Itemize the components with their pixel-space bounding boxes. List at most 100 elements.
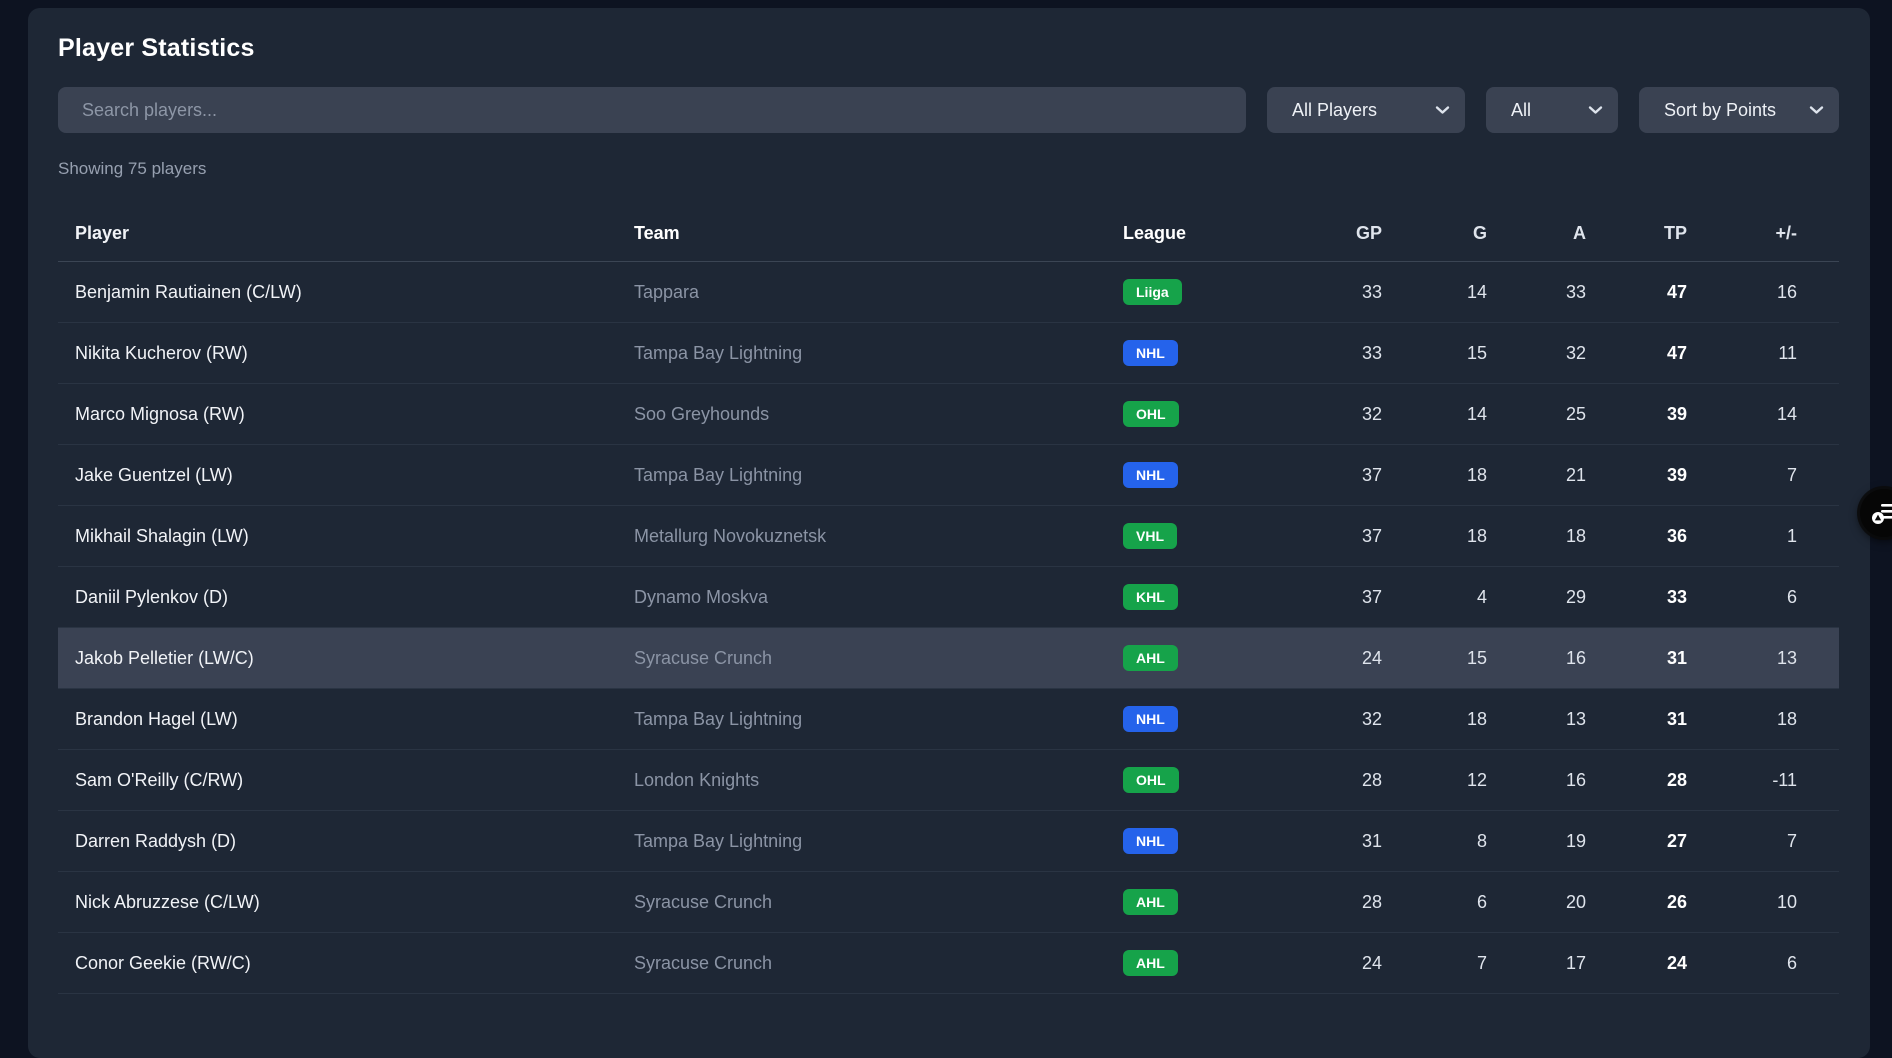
team-filter-dropdown[interactable]: All Players	[1267, 87, 1465, 133]
g-value: 7	[1476, 952, 1487, 973]
league-cell: NHL	[1123, 828, 1272, 854]
gp-value: 37	[1361, 586, 1382, 607]
plusminus-value: 18	[1776, 708, 1797, 729]
sort-dropdown[interactable]: Sort by Points	[1639, 87, 1839, 133]
chevron-down-icon	[1588, 106, 1603, 114]
page-title: Player Statistics	[58, 34, 255, 62]
league-cell: AHL	[1123, 645, 1272, 671]
a-value: 13	[1565, 708, 1586, 729]
plusminus-value: 10	[1776, 891, 1797, 912]
gp-value: 28	[1361, 769, 1382, 790]
g-value: 8	[1476, 830, 1487, 851]
league-badge: OHL	[1123, 767, 1179, 793]
table-row[interactable]: Nick Abruzzese (C/LW) Syracuse Crunch AHL 2…	[58, 872, 1839, 933]
tp-value: 39	[1666, 464, 1687, 485]
g-value: 14	[1466, 281, 1487, 302]
league-cell: OHL	[1123, 401, 1272, 427]
a-value: 25	[1565, 403, 1586, 424]
tp-value: 26	[1666, 891, 1687, 912]
team-name: Tampa Bay Lightning	[634, 708, 803, 729]
league-badge: Liiga	[1123, 279, 1182, 305]
league-cell: Liiga	[1123, 279, 1272, 305]
team-name: Syracuse Crunch	[634, 891, 773, 912]
overlay-widget-button[interactable]	[1860, 489, 1892, 537]
column-header-gp: GP	[1355, 223, 1382, 243]
table-row[interactable]: Brandon Hagel (LW) Tampa Bay Lightning NHL…	[58, 689, 1839, 750]
player-name: Brandon Hagel (LW)	[75, 708, 238, 729]
tp-value: 24	[1666, 952, 1687, 973]
league-badge: NHL	[1123, 340, 1178, 366]
table-row[interactable]: Darren Raddysh (D) Tampa Bay Lightning NHL…	[58, 811, 1839, 872]
tp-value: 27	[1666, 830, 1687, 851]
chevron-down-icon	[1435, 106, 1450, 114]
plusminus-value: 6	[1786, 586, 1797, 607]
player-name: Jake Guentzel (LW)	[75, 464, 233, 485]
player-name: Conor Geekie (RW/C)	[75, 952, 251, 973]
plusminus-value: 7	[1786, 464, 1797, 485]
league-cell: NHL	[1123, 462, 1272, 488]
player-name: Nikita Kucherov (RW)	[75, 342, 248, 363]
g-value: 14	[1466, 403, 1487, 424]
column-header-team: Team	[634, 223, 680, 243]
team-name: London Knights	[634, 769, 760, 790]
chevron-down-icon	[1809, 106, 1824, 114]
team-name: Metallurg Novokuznetsk	[634, 525, 827, 546]
g-value: 15	[1466, 647, 1487, 668]
league-badge: NHL	[1123, 462, 1178, 488]
player-name: Marco Mignosa (RW)	[75, 403, 245, 424]
player-name: Darren Raddysh (D)	[75, 830, 237, 851]
player-name: Benjamin Rautiainen (C/LW)	[75, 281, 302, 302]
team-name: Dynamo Moskva	[634, 586, 769, 607]
list-play-icon	[1872, 504, 1892, 524]
table-row[interactable]: Mikhail Shalagin (LW) Metallurg Novokuzne…	[58, 506, 1839, 567]
a-value: 29	[1565, 586, 1586, 607]
table-row[interactable]: Conor Geekie (RW/C) Syracuse Crunch AHL 24 7…	[58, 933, 1839, 994]
tp-value: 31	[1666, 647, 1687, 668]
gp-value: 28	[1361, 891, 1382, 912]
league-badge: AHL	[1123, 645, 1178, 671]
g-value: 4	[1476, 586, 1487, 607]
team-name: Syracuse Crunch	[634, 952, 773, 973]
table-row[interactable]: Nikita Kucherov (RW) Tampa Bay Lightning N…	[58, 323, 1839, 384]
tp-value: 47	[1666, 281, 1687, 302]
league-badge: KHL	[1123, 584, 1178, 610]
a-value: 32	[1565, 342, 1586, 363]
gp-value: 37	[1361, 464, 1382, 485]
league-filter-dropdown[interactable]: All	[1486, 87, 1618, 133]
table-row[interactable]: Benjamin Rautiainen (C/LW) Tappara Liiga 33…	[58, 262, 1839, 323]
team-name: Soo Greyhounds	[634, 403, 770, 424]
player-name: Mikhail Shalagin (LW)	[75, 525, 249, 546]
table-row[interactable]: Marco Mignosa (RW) Soo Greyhounds OHL 32 14 2…	[58, 384, 1839, 445]
a-value: 17	[1565, 952, 1586, 973]
gp-value: 24	[1361, 647, 1382, 668]
gp-value: 32	[1361, 403, 1382, 424]
plusminus-value: -11	[1772, 769, 1797, 790]
team-filter-value: All Players	[1292, 99, 1378, 120]
table-row[interactable]: Jake Guentzel (LW) Tampa Bay Lightning NHL…	[58, 445, 1839, 506]
team-name: Syracuse Crunch	[634, 647, 773, 668]
player-stats-table: Player Team League GP G A TP +/- Benjami…	[58, 206, 1839, 994]
g-value: 6	[1476, 891, 1487, 912]
a-value: 20	[1565, 891, 1586, 912]
team-name: Tappara	[634, 281, 700, 302]
search-input[interactable]	[58, 87, 1246, 133]
league-filter-value: All	[1511, 99, 1532, 120]
table-row[interactable]: Daniil Pylenkov (D) Dynamo Moskva KHL 37 4 29…	[58, 567, 1839, 628]
player-name: Jakob Pelletier (LW/C)	[75, 647, 254, 668]
player-statistics-panel: Player Statistics All Players All Sort b…	[28, 8, 1870, 1058]
gp-value: 37	[1361, 525, 1382, 546]
plusminus-value: 1	[1786, 525, 1797, 546]
table-row[interactable]: Sam O'Reilly (C/RW) London Knights OHL 28 12…	[58, 750, 1839, 811]
tp-value: 31	[1666, 708, 1687, 729]
g-value: 18	[1466, 464, 1487, 485]
tp-value: 39	[1666, 403, 1687, 424]
g-value: 18	[1466, 525, 1487, 546]
table-row[interactable]: Jakob Pelletier (LW/C) Syracuse Crunch AHL…	[58, 628, 1839, 689]
league-badge: VHL	[1123, 523, 1177, 549]
column-header-g: G	[1472, 223, 1487, 243]
league-badge: AHL	[1123, 950, 1178, 976]
tp-value: 36	[1666, 525, 1687, 546]
table-body: Benjamin Rautiainen (C/LW) Tappara Liiga 33…	[58, 262, 1839, 994]
team-name: Tampa Bay Lightning	[634, 464, 803, 485]
league-cell: KHL	[1123, 584, 1272, 610]
